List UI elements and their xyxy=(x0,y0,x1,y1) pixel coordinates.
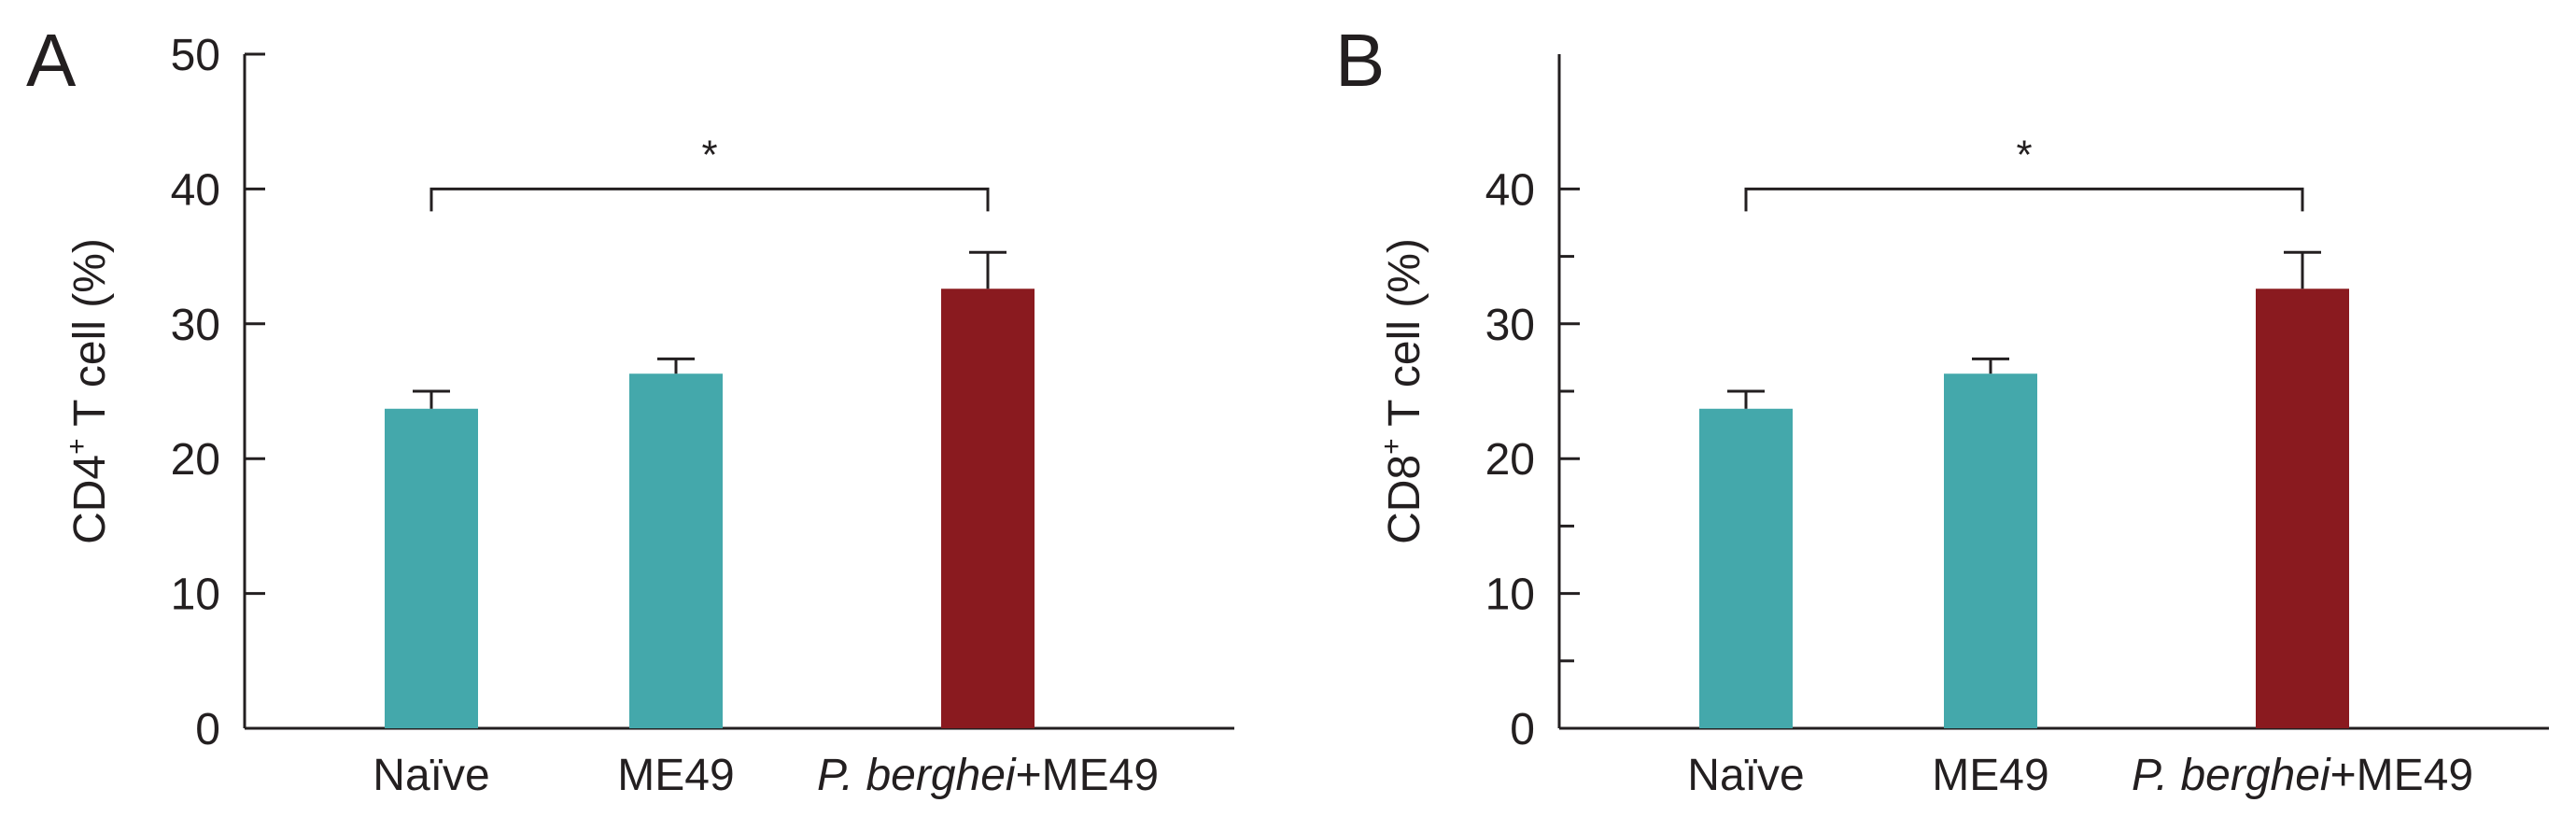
bar-1 xyxy=(1699,408,1793,728)
panel-label: A xyxy=(26,19,77,102)
bar-2 xyxy=(1944,373,2037,728)
y-axis-label-superscript: + xyxy=(62,438,92,455)
x-category-label-3: P. berghei+ME49 xyxy=(817,751,1159,800)
y-tick-label: 10 xyxy=(171,570,220,620)
bar-3 xyxy=(2256,289,2349,728)
bar-2 xyxy=(629,373,723,728)
category-text-part: P. berghei xyxy=(2132,751,2331,800)
bar-3 xyxy=(941,289,1035,728)
x-category-label-2: ME49 xyxy=(1932,751,2048,800)
y-tick-label: 0 xyxy=(195,705,220,754)
y-axis-label-main: CD8 xyxy=(1380,455,1429,544)
x-category-label-2: ME49 xyxy=(617,751,734,800)
y-axis-label-main: CD4 xyxy=(65,455,115,544)
significance-marker: * xyxy=(701,132,717,177)
panel-label: B xyxy=(1335,19,1385,102)
y-tick-label: 20 xyxy=(171,435,220,485)
y-axis-label: CD4+ T cell (%) xyxy=(62,238,115,544)
category-text-part: Naïve xyxy=(1687,751,1804,800)
y-tick-label: 40 xyxy=(1485,165,1535,215)
y-tick-label: 20 xyxy=(1485,435,1535,485)
category-text-part: P. berghei xyxy=(817,751,1017,800)
bar-1 xyxy=(385,408,478,728)
panel-a: A 0 10 20 30 40 50 CD4+ T cell (%) Naïve ME49 P. b… xyxy=(26,19,1234,800)
category-text-part: +ME49 xyxy=(1016,751,1159,800)
category-text-part: +ME49 xyxy=(2330,751,2473,800)
x-category-label-1: Naïve xyxy=(1687,751,1804,800)
y-tick-label: 0 xyxy=(1510,705,1535,754)
significance-marker: * xyxy=(2016,132,2032,177)
category-text-part: Naïve xyxy=(373,751,489,800)
y-tick-label: 50 xyxy=(171,31,220,80)
y-tick-label: 30 xyxy=(1485,301,1535,350)
significance-bracket xyxy=(429,187,990,212)
y-tick-label: 40 xyxy=(171,165,220,215)
panel-b: B 0 10 20 30 40 CD8+ T cell (%) Naïve ME49 P. ber… xyxy=(1335,19,2549,800)
y-axis-label: CD8+ T cell (%) xyxy=(1376,238,1429,544)
y-axis-label-rest: T cell (%) xyxy=(1380,238,1429,438)
x-category-label-3: P. berghei+ME49 xyxy=(2132,751,2473,800)
y-axis-label-rest: T cell (%) xyxy=(65,238,115,438)
significance-bracket xyxy=(1744,187,2304,212)
y-tick-label: 30 xyxy=(171,301,220,350)
y-tick-label: 10 xyxy=(1485,570,1535,620)
category-text-part: ME49 xyxy=(617,751,734,800)
category-text-part: ME49 xyxy=(1932,751,2048,800)
x-category-label-1: Naïve xyxy=(373,751,489,800)
y-axis-label-superscript: + xyxy=(1376,438,1407,455)
